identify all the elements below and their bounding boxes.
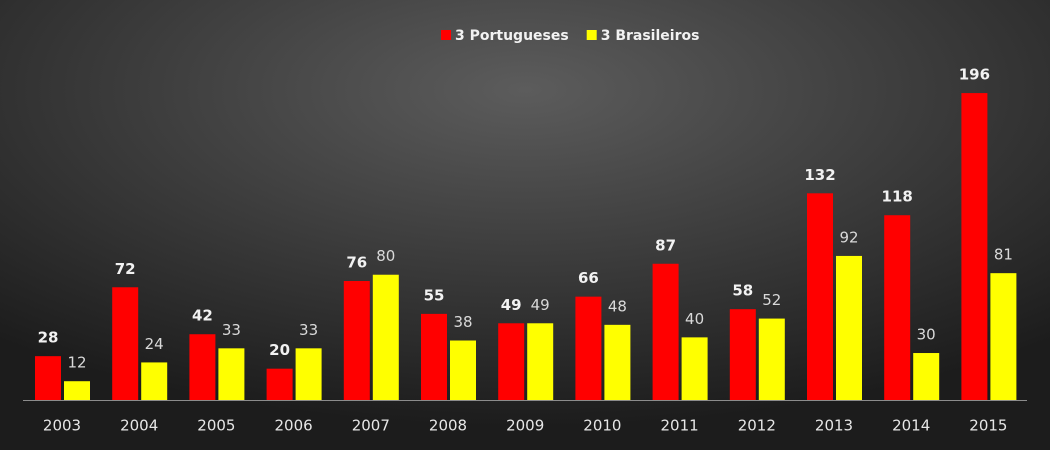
legend-label: 3 Brasileiros [601, 28, 700, 44]
value-label: 87 [655, 236, 676, 254]
bar [372, 274, 399, 400]
value-label: 40 [685, 310, 704, 328]
value-label: 20 [269, 341, 290, 359]
bar [990, 273, 1017, 400]
bar [295, 348, 322, 400]
value-label: 24 [145, 335, 164, 353]
x-tick-label: 2012 [738, 417, 776, 435]
value-label: 72 [115, 260, 136, 278]
bar [961, 93, 988, 400]
x-tick-label: 2005 [197, 417, 235, 435]
legend-swatch [441, 30, 451, 40]
value-label: 49 [501, 296, 522, 314]
value-label: 58 [732, 282, 753, 300]
value-label: 33 [299, 321, 318, 339]
bar [652, 263, 679, 400]
bar [807, 193, 833, 400]
bar [836, 255, 862, 400]
value-label: 92 [839, 228, 858, 246]
value-label: 42 [192, 307, 213, 325]
x-tick-label: 2008 [429, 417, 467, 435]
x-tick-label: 2009 [506, 417, 544, 435]
bar [343, 280, 370, 400]
value-label: 30 [917, 326, 936, 344]
bar [64, 381, 90, 400]
x-tick-label: 2011 [661, 417, 699, 435]
bar [884, 215, 911, 400]
value-label: 66 [578, 269, 599, 287]
bar [421, 313, 447, 400]
x-tick-label: 2004 [120, 417, 158, 435]
value-label: 81 [994, 246, 1013, 264]
value-label: 132 [804, 166, 835, 184]
bar [498, 323, 525, 400]
bar [729, 309, 756, 400]
bar [141, 362, 168, 400]
value-label: 80 [376, 247, 395, 265]
legend-label: 3 Portugueses [455, 28, 569, 44]
value-label: 28 [38, 329, 59, 347]
x-tick-label: 2013 [815, 417, 853, 435]
bar [218, 348, 245, 400]
x-tick-label: 2007 [352, 417, 390, 435]
bar [189, 334, 216, 400]
bar [450, 340, 476, 400]
bar [527, 323, 554, 400]
value-label: 33 [222, 321, 241, 339]
value-label: 118 [882, 188, 913, 206]
bar [575, 296, 602, 400]
value-label: 52 [762, 291, 781, 309]
x-tick-label: 2003 [43, 417, 81, 435]
legend-swatch [586, 30, 597, 40]
x-tick-label: 2015 [969, 417, 1007, 435]
bar [112, 287, 139, 400]
bar [913, 353, 940, 400]
value-label: 55 [424, 286, 445, 304]
bar [681, 337, 708, 400]
bar [266, 368, 293, 400]
value-label: 48 [608, 297, 627, 315]
x-tick-label: 2014 [892, 417, 930, 435]
value-label: 38 [453, 313, 472, 331]
value-label: 76 [346, 253, 367, 271]
bar [758, 318, 785, 400]
bar [604, 324, 631, 400]
value-label: 196 [959, 66, 990, 84]
x-tick-label: 2006 [275, 417, 313, 435]
bar [35, 356, 61, 400]
value-label: 49 [531, 296, 550, 314]
x-tick-label: 2010 [583, 417, 621, 435]
value-label: 12 [67, 354, 86, 372]
